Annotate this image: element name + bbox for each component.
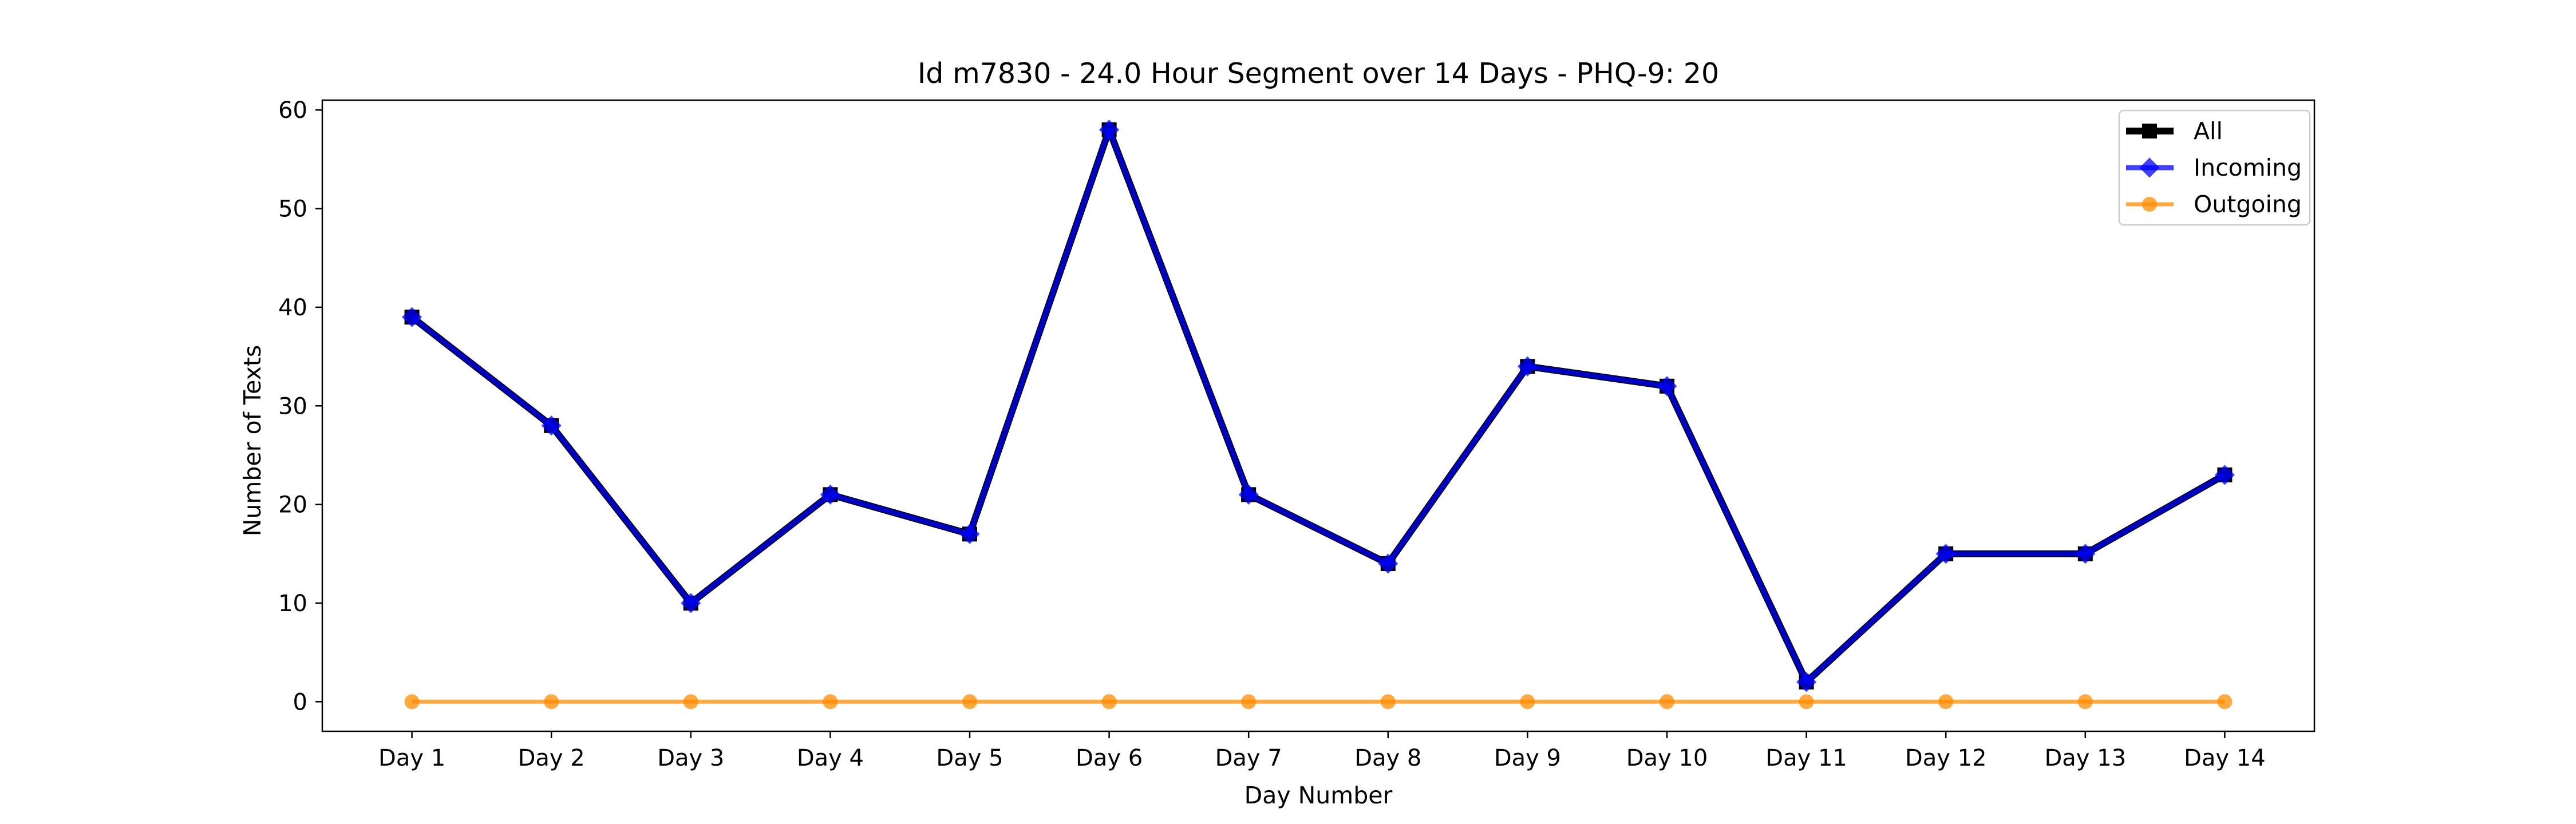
data-point	[2217, 694, 2233, 710]
data-point	[1660, 694, 1674, 710]
x-tick-label: Day 1	[378, 745, 445, 771]
data-point	[1938, 694, 1954, 710]
x-tick-label: Day 9	[1494, 745, 1561, 771]
data-point	[1238, 484, 1259, 505]
x-tick-label: Day 8	[1354, 745, 1421, 771]
axes-frame	[321, 99, 2316, 732]
data-point	[402, 307, 422, 327]
legend-marker	[2142, 124, 2157, 138]
x-tick-label: Day 10	[1626, 745, 1708, 771]
data-point	[1520, 694, 1535, 710]
x-tick-label: Day 5	[936, 745, 1003, 771]
x-tick-label: Day 13	[2044, 745, 2126, 771]
legend-label: Incoming	[2194, 154, 2302, 181]
data-point	[820, 484, 840, 505]
legend-marker	[2139, 157, 2160, 178]
plot-area: 0 10 20 30 40 50 60 Day 1 Day 2 Day 3 Day 4 Day 5 Da…	[278, 97, 2316, 771]
x-tick-label: Day 12	[1905, 745, 1987, 771]
data-point	[1101, 694, 1117, 710]
series-outgoing	[404, 694, 2233, 710]
x-tick-label: Day 14	[2184, 745, 2266, 771]
x-tick-label: Day 3	[657, 745, 724, 771]
data-point	[683, 694, 698, 710]
legend-box	[2118, 109, 2311, 226]
legend-label: Outgoing	[2194, 191, 2302, 218]
data-point	[2077, 694, 2093, 710]
y-axis-label: Number of Texts	[239, 345, 266, 537]
x-tick-label: Day 4	[797, 745, 864, 771]
data-point	[1099, 120, 1120, 140]
legend-entry: All	[2126, 117, 2223, 145]
y-tick-label: 50	[278, 196, 307, 223]
data-point	[962, 694, 977, 710]
legend-entry: Incoming	[2126, 154, 2302, 181]
data-point	[2075, 544, 2096, 564]
legend-label: All	[2194, 117, 2223, 145]
legend-marker	[2142, 197, 2157, 212]
series-incoming	[402, 120, 2235, 692]
y-tick-label: 40	[278, 295, 307, 321]
legend: All Incoming Outgoing	[2118, 109, 2311, 226]
data-point	[1380, 694, 1396, 710]
data-point	[1378, 553, 1398, 574]
x-tick-label: Day 11	[1765, 745, 1847, 771]
y-tick-label: 60	[278, 97, 307, 124]
chart-title: Id m7830 - 24.0 Hour Segment over 14 Day…	[918, 57, 1719, 90]
data-point	[541, 415, 562, 436]
data-point	[404, 694, 420, 710]
x-axis-label: Day Number	[1244, 782, 1393, 809]
data-point	[1799, 694, 1814, 710]
y-tick-label: 30	[278, 393, 307, 419]
legend-entry: Outgoing	[2126, 191, 2302, 218]
data-point	[823, 694, 838, 710]
data-point	[959, 524, 980, 544]
y-tick-label: 20	[278, 492, 307, 518]
data-point	[681, 593, 701, 613]
data-point	[1657, 376, 1677, 397]
x-tick-label: Day 7	[1215, 745, 1282, 771]
data-point	[1796, 672, 1817, 692]
data-point	[1935, 544, 1956, 564]
x-tick-label: Day 2	[518, 745, 585, 771]
data-point	[1517, 356, 1538, 377]
y-tick-label: 0	[293, 689, 307, 715]
series-line	[410, 127, 2226, 685]
data-point	[544, 694, 559, 710]
x-tick-label: Day 6	[1076, 745, 1143, 771]
y-tick-label: 10	[278, 591, 307, 617]
data-point	[2214, 465, 2235, 485]
data-point	[1241, 694, 1257, 710]
